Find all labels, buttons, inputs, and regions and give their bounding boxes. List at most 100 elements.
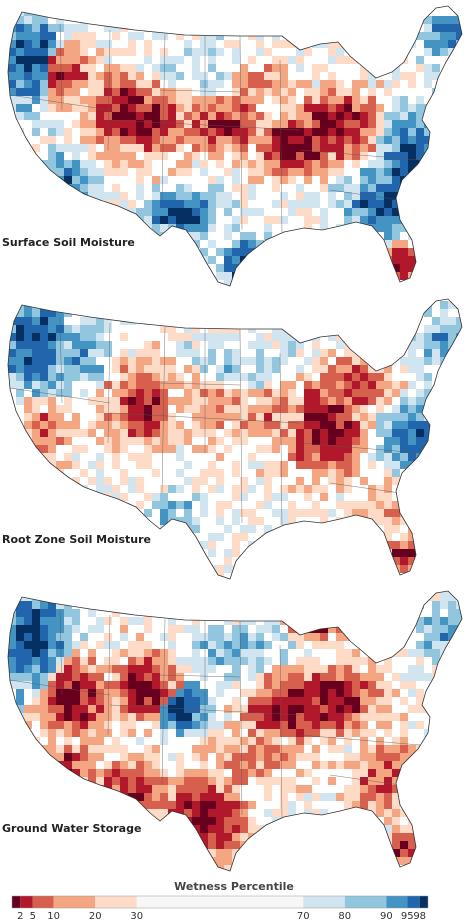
moisture-cell <box>456 777 462 785</box>
moisture-cell <box>432 865 440 871</box>
moisture-cell <box>440 737 448 745</box>
moisture-cell <box>304 697 312 705</box>
moisture-cell <box>232 541 240 549</box>
moisture-cell <box>72 549 80 557</box>
moisture-cell <box>152 793 160 801</box>
moisture-cell <box>344 40 352 48</box>
moisture-cell <box>344 809 352 817</box>
moisture-cell <box>152 541 160 549</box>
moisture-cell <box>256 365 264 373</box>
moisture-cell <box>32 453 40 461</box>
moisture-cell <box>176 184 184 192</box>
moisture-cell <box>48 184 56 192</box>
moisture-cell <box>368 573 376 579</box>
moisture-cell <box>136 184 144 192</box>
moisture-cell <box>256 88 264 96</box>
moisture-cell <box>72 769 80 777</box>
moisture-cell <box>64 104 72 112</box>
moisture-cell <box>248 96 256 104</box>
moisture-cell <box>320 152 328 160</box>
moisture-cell <box>368 280 376 286</box>
moisture-cell <box>288 681 296 689</box>
moisture-cell <box>16 649 24 657</box>
moisture-cell <box>408 533 416 541</box>
moisture-cell <box>320 737 328 745</box>
moisture-cell <box>224 112 232 120</box>
moisture-cell <box>24 549 32 557</box>
moisture-cell <box>360 777 368 785</box>
moisture-cell <box>248 485 256 493</box>
moisture-cell <box>136 421 144 429</box>
moisture-cell <box>0 64 8 72</box>
moisture-cell <box>152 200 160 208</box>
moisture-cell <box>16 317 24 325</box>
moisture-cell <box>360 817 368 825</box>
moisture-cell <box>64 136 72 144</box>
moisture-cell <box>240 769 248 777</box>
moisture-cell <box>424 16 432 24</box>
moisture-cell <box>224 657 232 665</box>
moisture-cell <box>120 144 128 152</box>
moisture-cell <box>320 40 328 48</box>
moisture-cell <box>208 849 216 857</box>
moisture-cell <box>192 565 200 573</box>
moisture-cell <box>312 405 320 413</box>
moisture-cell <box>136 841 144 849</box>
moisture-cell <box>240 72 248 80</box>
moisture-cell <box>56 697 64 705</box>
moisture-cell <box>256 168 264 176</box>
moisture-cell <box>352 341 360 349</box>
moisture-cell <box>184 88 192 96</box>
moisture-cell <box>352 136 360 144</box>
moisture-cell <box>432 801 440 809</box>
moisture-cell <box>160 649 168 657</box>
moisture-cell <box>344 673 352 681</box>
moisture-cell <box>272 248 280 256</box>
moisture-cell <box>240 264 248 272</box>
moisture-cell <box>368 525 376 533</box>
moisture-cell <box>72 365 80 373</box>
moisture-cell <box>184 541 192 549</box>
moisture-cell <box>80 697 88 705</box>
moisture-cell <box>328 549 336 557</box>
moisture-cell <box>464 144 468 152</box>
moisture-cell <box>240 777 248 785</box>
moisture-cell <box>232 809 240 817</box>
moisture-cell <box>320 272 328 280</box>
moisture-cell <box>144 429 152 437</box>
moisture-cell <box>288 841 296 849</box>
moisture-cell <box>328 80 336 88</box>
moisture-cell <box>200 737 208 745</box>
moisture-cell <box>288 453 296 461</box>
moisture-cell <box>136 485 144 493</box>
ground-water-storage-label: Ground Water Storage <box>2 822 142 835</box>
moisture-cell <box>64 128 72 136</box>
moisture-cell <box>376 769 384 777</box>
moisture-cell <box>256 517 264 525</box>
moisture-cell <box>440 80 448 88</box>
moisture-cell <box>64 609 72 617</box>
moisture-cell <box>176 373 184 381</box>
moisture-cell <box>200 689 208 697</box>
moisture-cell <box>24 413 32 421</box>
moisture-cell <box>320 793 328 801</box>
moisture-cell <box>152 769 160 777</box>
moisture-cell <box>384 841 392 849</box>
moisture-cell <box>40 689 48 697</box>
moisture-cell <box>96 591 104 593</box>
moisture-cell <box>352 825 360 833</box>
moisture-cell <box>464 657 468 665</box>
moisture-cell <box>440 761 448 769</box>
moisture-cell <box>440 136 448 144</box>
moisture-cell <box>232 40 240 48</box>
moisture-cell <box>288 601 296 609</box>
moisture-cell <box>408 280 416 286</box>
moisture-cell <box>16 689 24 697</box>
moisture-cell <box>128 421 136 429</box>
moisture-cell <box>96 136 104 144</box>
moisture-cell <box>408 549 416 557</box>
moisture-cell <box>256 657 264 665</box>
moisture-cell <box>320 565 328 573</box>
moisture-cell <box>8 865 16 871</box>
moisture-cell <box>40 633 48 641</box>
